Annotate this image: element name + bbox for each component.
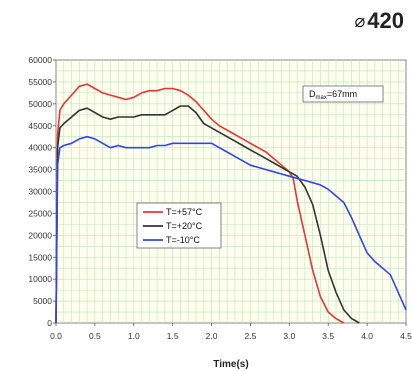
series-line-1 [55, 105, 360, 324]
y-tick-label: 15000 [28, 252, 52, 262]
series-lines [55, 83, 407, 324]
x-tick-label: 3.0 [283, 331, 295, 341]
x-tick-label: 3.5 [322, 331, 334, 341]
x-tick-label: 2.5 [245, 331, 257, 341]
y-tick-label: 0 [47, 318, 52, 328]
x-tick-label: 1.5 [167, 331, 179, 341]
y-tick-label: 60000 [28, 55, 52, 65]
series-line-2 [55, 135, 407, 324]
axes: 0 5000 10000 15000 20000 25000 30000 35000 40000… [28, 55, 412, 341]
annotation-rest: =67mm [327, 89, 357, 99]
annotation-main: D [309, 89, 316, 99]
y-tick-label: 55000 [28, 77, 52, 87]
grid [56, 60, 406, 323]
y-tick-label: 45000 [28, 121, 52, 131]
y-tick-label: 30000 [28, 187, 52, 197]
x-tick-label: 4.0 [361, 331, 373, 341]
annotation-sub: max [316, 95, 327, 101]
y-tick-label: 5000 [33, 296, 52, 306]
legend: T=+57°C T=+20°C T=-10°C [136, 202, 222, 249]
legend-label-57: T=+57°C [166, 207, 203, 217]
annotation-box [302, 85, 384, 103]
legend-label-20: T=+20°C [166, 221, 203, 231]
y-tick-label: 50000 [28, 99, 52, 109]
x-tick-label: 0.5 [89, 331, 101, 341]
diameter-symbol: ⌀ [354, 10, 366, 32]
x-tick-label: 1.0 [128, 331, 140, 341]
x-tick-label: 0.0 [50, 331, 62, 341]
x-tick-label: 2.0 [206, 331, 218, 341]
diameter-value: 420 [367, 8, 404, 33]
y-tick-label: 10000 [28, 274, 52, 284]
diameter-badge: ⌀ 420 [354, 8, 404, 34]
y-tick-label: 25000 [28, 208, 52, 218]
annotation-text: Dmax=67mm [309, 89, 357, 101]
x-tick-label: 4.5 [400, 331, 412, 341]
y-tick-label: 20000 [28, 230, 52, 240]
y-tick-label: 40000 [28, 143, 52, 153]
series-line-0 [55, 83, 345, 324]
y-tick-label: 35000 [28, 165, 52, 175]
legend-label-minus10: T=-10°C [166, 235, 200, 245]
x-axis-label: Time(s) [213, 359, 248, 370]
